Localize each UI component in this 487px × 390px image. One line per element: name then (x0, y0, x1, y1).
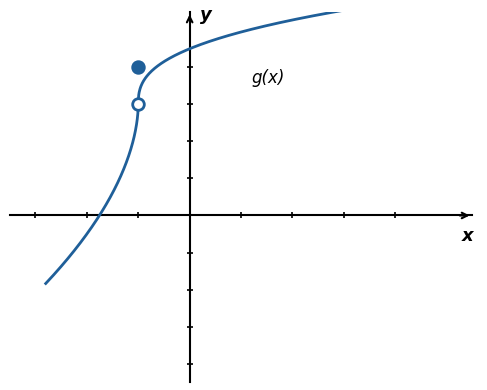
Text: y: y (200, 6, 212, 25)
Point (134, 64, 142, 70)
Text: g(x): g(x) (251, 69, 285, 87)
Point (134, 101, 142, 107)
Text: x: x (462, 227, 473, 245)
